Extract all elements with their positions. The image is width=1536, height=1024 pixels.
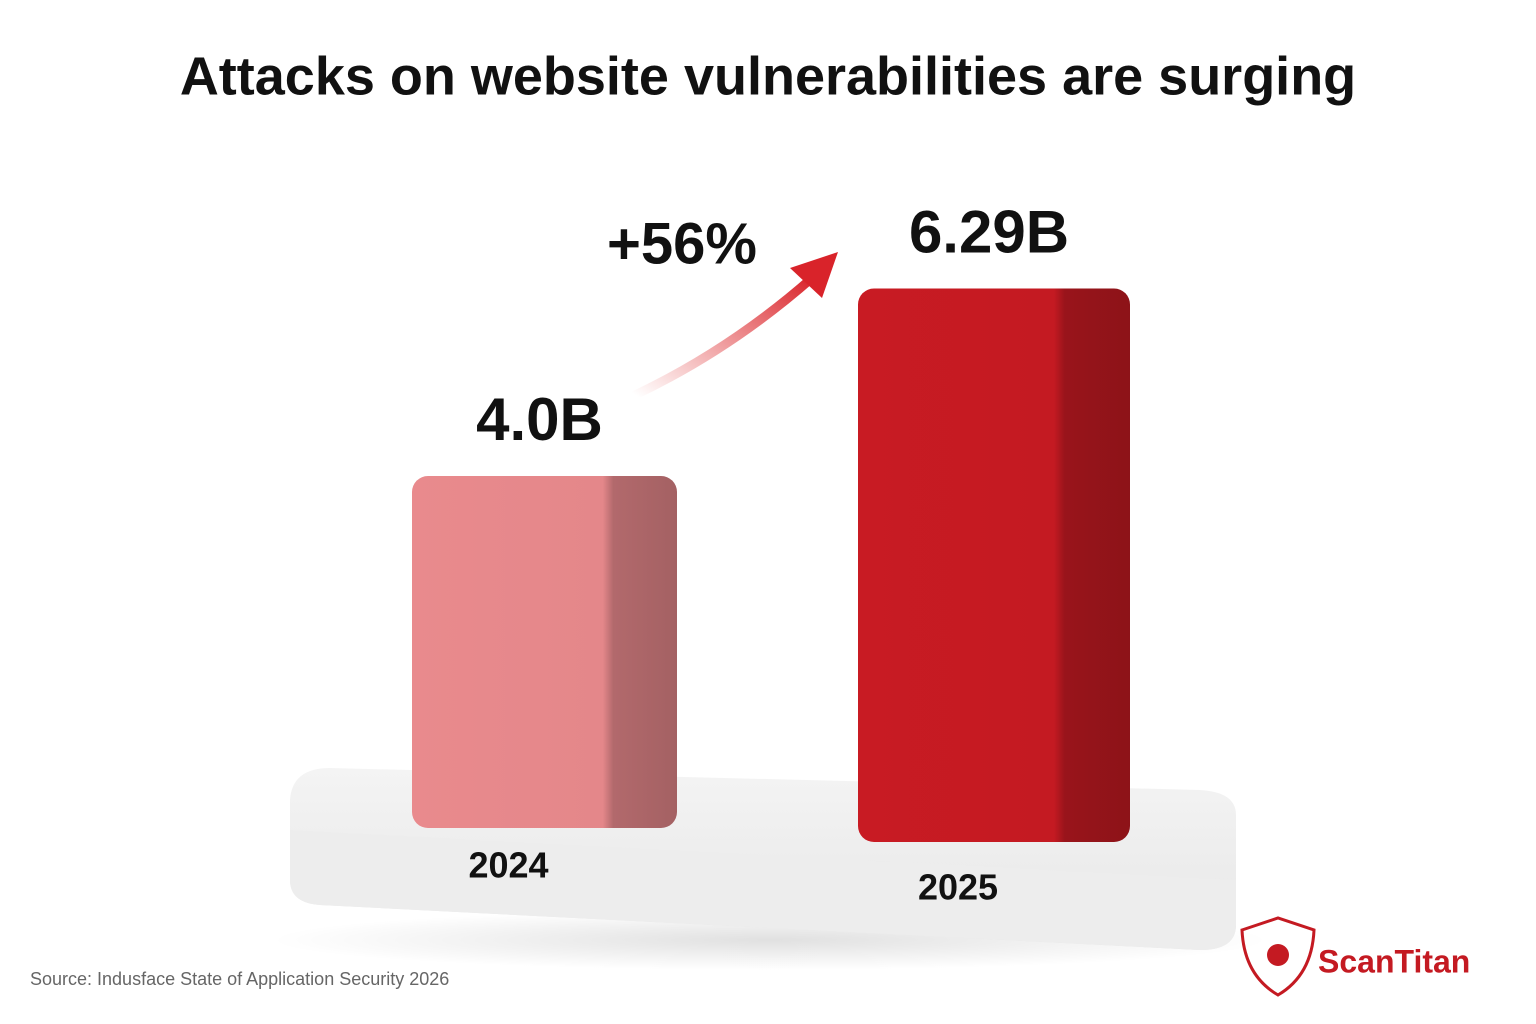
change-annotation: +56% [607, 211, 757, 276]
logo-emblem [1267, 944, 1289, 966]
platform-edge [290, 830, 1236, 950]
value-label: 6.29B [909, 198, 1069, 265]
category-label: 2024 [468, 845, 548, 886]
brand-name: ScanTitan [1318, 943, 1470, 979]
growth-arrow [630, 273, 817, 400]
category-label: 2025 [918, 867, 998, 908]
chart-title: Attacks on website vulnerabilities are s… [180, 46, 1356, 106]
source-note: Source: Indusface State of Application S… [30, 969, 449, 989]
bar [412, 476, 677, 828]
logo-shield [1240, 916, 1316, 997]
growth-arrow-head [790, 252, 838, 298]
value-label: 4.0B [476, 386, 603, 453]
bar [858, 288, 1130, 843]
brand-logo: ScanTitan [1240, 916, 1470, 997]
